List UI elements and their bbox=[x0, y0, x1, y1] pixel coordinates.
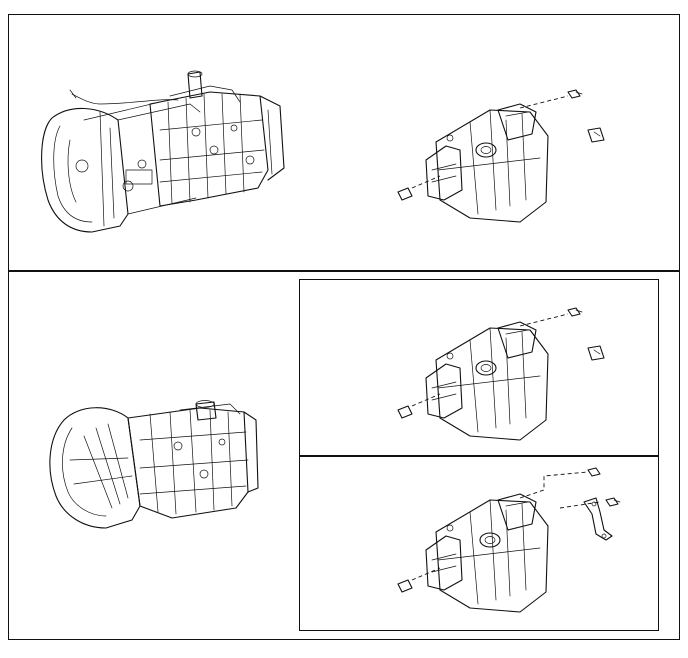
top-panel bbox=[8, 14, 680, 272]
inset-panel-upper bbox=[299, 279, 659, 457]
bottom-panel bbox=[8, 270, 680, 640]
inset-panel-lower bbox=[299, 455, 659, 631]
